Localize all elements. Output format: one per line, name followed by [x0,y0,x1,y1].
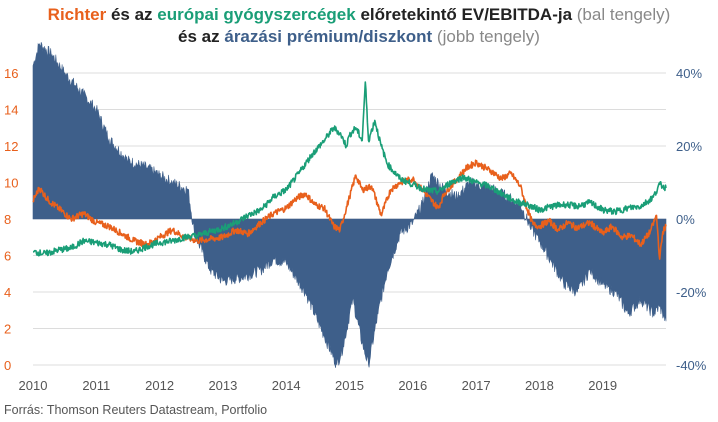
title-line-1-segment-2: európai gyógyszercégek [157,5,356,24]
left-tick-label-5: 10 [4,176,18,191]
title-line-1-segment-4: (bal tengely) [572,5,671,24]
x-tick-label-2: 2012 [145,378,174,393]
x-tick-label-8: 2018 [525,378,554,393]
right-tick-label-0: -40% [676,358,707,373]
premium-discount-area [32,42,667,368]
x-tick-label-4: 2014 [272,378,301,393]
x-tick-label-6: 2016 [398,378,427,393]
left-tick-label-3: 6 [4,249,11,264]
x-tick-label-7: 2017 [462,378,491,393]
source-note: Forrás: Thomson Reuters Datastream, Port… [4,403,268,417]
right-tick-label-3: 20% [676,139,702,154]
x-tick-label-1: 2011 [82,378,110,393]
chart-svg: 0 2 4 6 8 10 12 14 16 -40% -20% 0% 20% 40% 2010 2011 201… [4,42,707,393]
right-tick-label-1: -20% [676,285,707,300]
richter-line [32,159,667,260]
title-line-1-segment-1: és az [106,5,158,24]
title-line-2: és az árazási prémium/diszkont (jobb ten… [0,26,718,48]
left-tick-label-1: 2 [4,322,11,337]
title-line-1-segment-0: Richter [47,5,107,24]
x-tick-label-3: 2013 [208,378,237,393]
left-tick-label-6: 12 [4,139,18,154]
left-tick-label-2: 4 [4,285,11,300]
title-line-2-segment-1: árazási prémium/diszkont [224,27,433,46]
left-tick-label-8: 16 [4,66,18,81]
title-line-1: Richter és az európai gyógyszercégek elő… [0,4,718,26]
left-tick-label-0: 0 [4,358,11,373]
left-tick-label-4: 8 [4,212,11,227]
title-line-2-segment-0: és az [178,27,225,46]
x-tick-label-0: 2010 [19,378,48,393]
right-tick-label-2: 0% [676,212,695,227]
left-tick-label-7: 14 [4,103,18,118]
right-tick-label-4: 40% [676,66,702,81]
chart-title: Richter és az európai gyógyszercégek elő… [0,4,718,48]
title-line-1-segment-3: előretekintő EV/EBITDA-ja [355,5,573,24]
x-tick-label-9: 2019 [588,378,617,393]
title-line-2-segment-2: (jobb tengely) [432,27,540,46]
x-tick-label-5: 2015 [335,378,364,393]
pharma-line [32,81,667,257]
